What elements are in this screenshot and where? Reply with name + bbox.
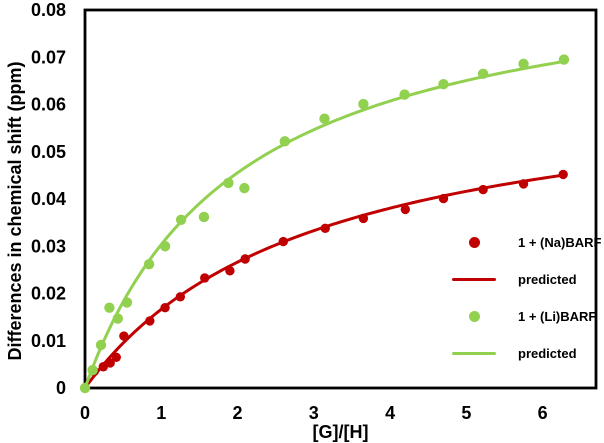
- data-point: [477, 68, 489, 79]
- scatter-dot-icon: [468, 237, 480, 248]
- y-tick-label: 0.06: [31, 95, 66, 115]
- data-point: [95, 339, 107, 351]
- data-point: [438, 193, 449, 204]
- data-point: [98, 362, 109, 372]
- x-axis-title: [G]/[H]: [313, 422, 369, 442]
- data-point: [111, 352, 121, 362]
- data-point: [558, 54, 570, 65]
- legend-label: predicted: [518, 272, 577, 287]
- legend-item-li-barf: 1 + (Li)BARF: [444, 298, 601, 335]
- y-tick-label: 0.01: [31, 331, 66, 351]
- data-point: [143, 259, 155, 270]
- data-point: [225, 266, 235, 276]
- chart-legend: 1 + (Na)BARF predicted 1 + (Li)BARF pred…: [444, 224, 601, 372]
- data-point: [105, 358, 115, 368]
- data-point: [121, 297, 133, 308]
- data-point: [518, 58, 529, 70]
- data-point: [239, 182, 250, 194]
- data-point: [200, 273, 210, 283]
- legend-item-na-barf: 1 + (Na)BARF: [444, 224, 601, 261]
- plot-border: [83, 8, 598, 390]
- legend-label: 1 + (Li)BARF: [518, 309, 597, 324]
- data-point: [159, 241, 171, 252]
- data-point: [87, 364, 98, 376]
- data-point: [112, 313, 124, 324]
- legend-label: 1 + (Na)BARF: [518, 235, 602, 250]
- data-point: [358, 213, 369, 224]
- data-point: [175, 214, 187, 225]
- x-tick-label: 5: [461, 403, 471, 423]
- data-point: [278, 236, 288, 247]
- data-point: [558, 169, 568, 180]
- y-tick-label: 0.05: [31, 142, 66, 162]
- data-point: [478, 184, 488, 195]
- data-point: [145, 316, 155, 326]
- data-point: [319, 113, 330, 124]
- data-point: [399, 89, 410, 100]
- y-axis-title: Differences in chemical shift (ppm): [5, 61, 25, 360]
- legend-label: predicted: [518, 346, 577, 361]
- x-tick-label: 0: [80, 403, 90, 423]
- line-marker-icon: [452, 277, 496, 282]
- legend-item-na-predicted: predicted: [444, 261, 601, 298]
- x-tick-label: 2: [233, 403, 243, 423]
- y-tick-label: 0.07: [31, 47, 66, 67]
- y-tick-label: 0.03: [31, 236, 66, 256]
- y-tick-label: 0.02: [31, 284, 66, 304]
- data-point: [279, 136, 291, 147]
- x-tick-label: 1: [156, 403, 166, 423]
- data-point: [119, 331, 129, 341]
- data-point: [104, 302, 115, 313]
- data-point: [223, 177, 234, 189]
- data-point: [240, 254, 250, 264]
- data-point: [79, 382, 91, 394]
- data-point: [175, 292, 186, 302]
- data-point: [400, 204, 411, 215]
- legend-item-li-predicted: predicted: [444, 335, 601, 372]
- y-tick-label: 0.04: [31, 189, 66, 209]
- series-scatter-1-li-barf: [79, 54, 570, 394]
- data-point: [198, 211, 210, 223]
- data-point: [438, 78, 449, 90]
- line-marker-icon: [452, 351, 496, 356]
- data-point: [320, 223, 330, 233]
- x-tick-label: 3: [309, 403, 319, 423]
- data-point: [358, 98, 369, 110]
- x-tick-label: 6: [538, 403, 548, 423]
- scatter-dot-icon: [468, 311, 480, 322]
- data-point: [160, 302, 170, 313]
- y-tick-label: 0: [56, 378, 66, 398]
- x-tick-label: 4: [385, 403, 395, 423]
- y-tick-label: 0.08: [31, 0, 66, 20]
- data-point: [518, 179, 529, 189]
